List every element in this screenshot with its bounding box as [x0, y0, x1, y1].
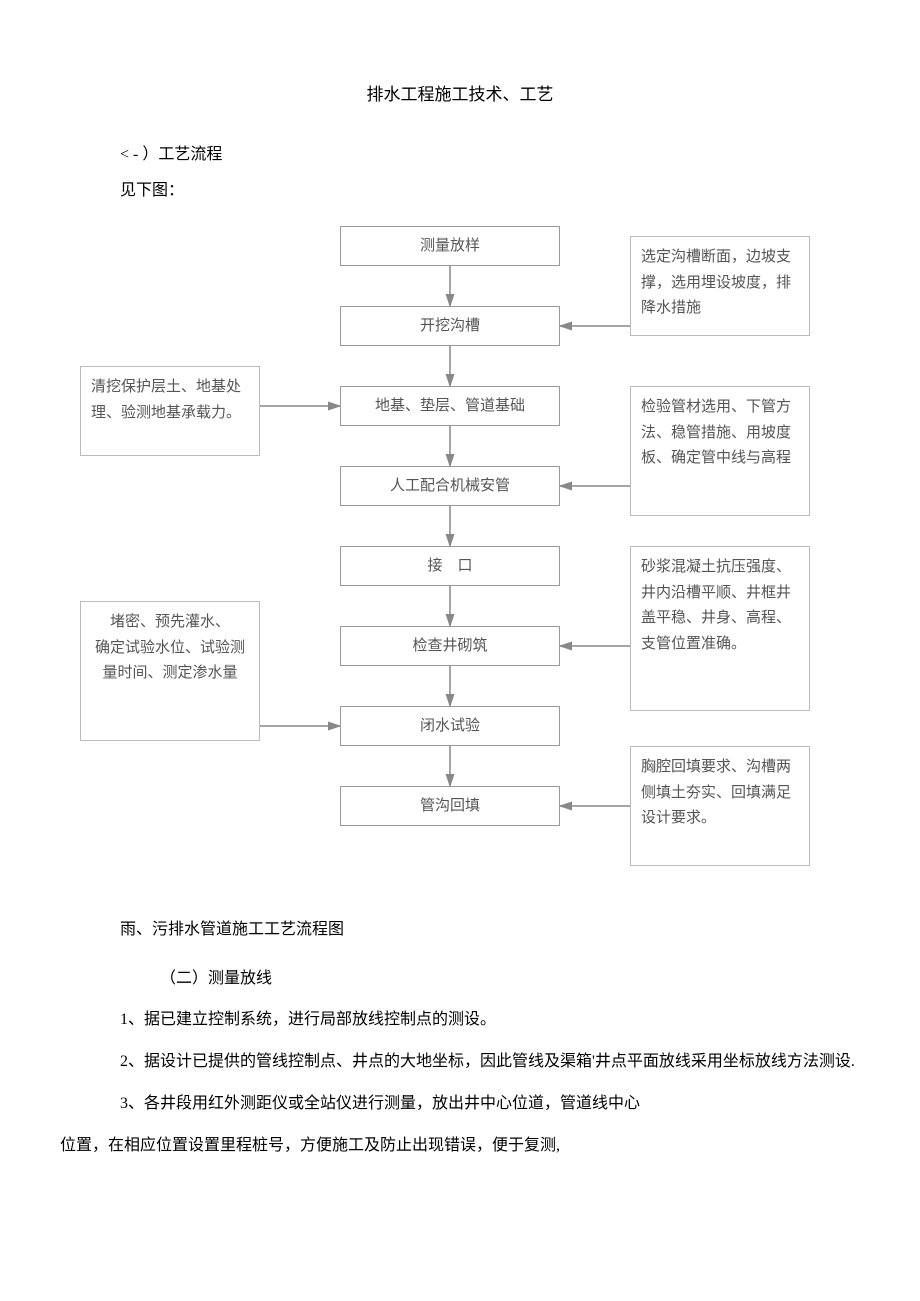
paragraph-3: 3、各井段用红外测距仪或全站仪进行测量，放出井中心位道，管道线中心: [120, 1088, 860, 1120]
flowchart-diagram: 测量放样开挖沟槽地基、垫层、管道基础人工配合机械安管接 口检查井砌筑闭水试验管沟…: [60, 226, 860, 886]
flow-note-r1: 选定沟槽断面，边坡支撑，选用埋设坡度，排降水措施: [630, 236, 810, 336]
flowchart-caption: 雨、污排水管道施工工艺流程图: [120, 916, 860, 945]
flow-node-n2: 开挖沟槽: [340, 306, 560, 346]
flow-note-l2: 堵密、预先灌水、 确定试验水位、试验测量时间、测定渗水量: [80, 601, 260, 741]
paragraph-2: 2、据设计已提供的管线控制点、井点的大地坐标，因此管线及渠箱'井点平面放线采用坐…: [120, 1046, 860, 1078]
flow-note-r4: 胸腔回填要求、沟槽两侧填土夯实、回填满足设计要求。: [630, 746, 810, 866]
paragraph-1: 1、据已建立控制系统，进行局部放线控制点的测设。: [120, 1004, 860, 1036]
flow-node-n3: 地基、垫层、管道基础: [340, 386, 560, 426]
flow-node-n6: 检查井砌筑: [340, 626, 560, 666]
flow-node-n1: 测量放样: [340, 226, 560, 266]
flow-note-r3: 砂浆混凝土抗压强度、井内沿槽平顺、井框井盖平稳、井身、高程、支管位置准确。: [630, 546, 810, 711]
paragraph-4: 位置，在相应位置设置里程桩号，方便施工及防止出现错误，便于复测,: [60, 1130, 860, 1162]
flow-node-n8: 管沟回填: [340, 786, 560, 826]
flow-note-r2: 检验管材选用、下管方法、稳管措施、用坡度板、确定管中线与高程: [630, 386, 810, 516]
flow-node-n7: 闭水试验: [340, 706, 560, 746]
section2-heading: （二）测量放线: [160, 965, 860, 994]
document-title: 排水工程施工技术、工艺: [60, 80, 860, 111]
flow-node-n5: 接 口: [340, 546, 560, 586]
section1-heading: < - ）工艺流程: [120, 141, 860, 170]
flow-node-n4: 人工配合机械安管: [340, 466, 560, 506]
see-below-text: 见下图：: [120, 177, 860, 206]
flow-note-l1: 清挖保护层土、地基处理、验测地基承载力。: [80, 366, 260, 456]
